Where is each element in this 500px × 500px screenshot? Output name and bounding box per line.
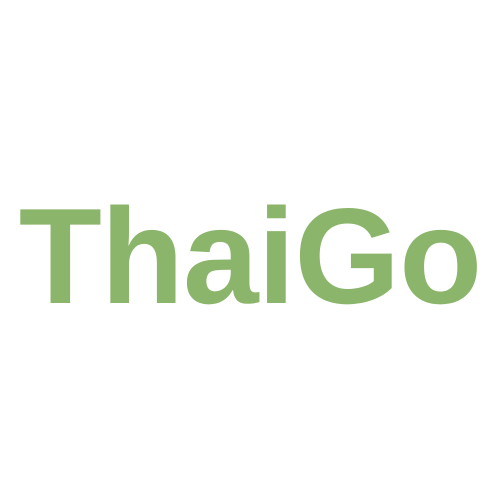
brand-logo-text: ThaiGo: [18, 180, 482, 332]
